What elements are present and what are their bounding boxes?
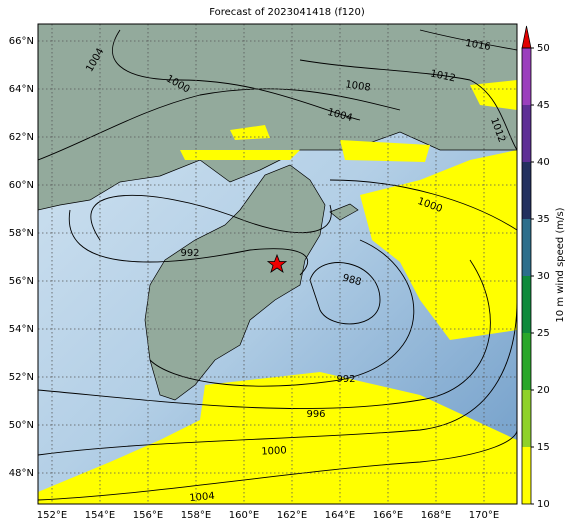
y-tick-label: 52°N	[9, 372, 34, 383]
isobar	[112, 29, 361, 121]
colorbar-segment	[522, 219, 531, 276]
x-tick-label: 168°E	[421, 510, 451, 521]
y-tick-label: 62°N	[9, 132, 34, 143]
y-tick-label: 54°N	[9, 324, 34, 335]
isobar	[38, 299, 517, 456]
kamchatka	[144, 164, 326, 401]
contour-label: 1004	[189, 491, 215, 504]
isobar	[90, 194, 332, 241]
isobar	[38, 88, 401, 161]
x-tick-label: 166°E	[373, 510, 403, 521]
colorbar-tick-label: 25	[537, 328, 550, 339]
isobar	[38, 259, 491, 409]
isobar	[419, 29, 517, 51]
colorbar-tick-label: 50	[537, 43, 550, 54]
colorbar-segment	[522, 162, 531, 219]
colorbar-segment	[522, 333, 531, 390]
y-tick-label: 50°N	[9, 420, 34, 431]
isobar	[329, 179, 517, 231]
isobar	[68, 209, 309, 276]
colorbar-tick-label: 15	[537, 442, 550, 453]
contour-label: 1000	[261, 445, 287, 457]
y-tick-label: 64°N	[9, 84, 34, 95]
contour-label: 1008	[345, 79, 372, 93]
colorbar-segment	[522, 105, 531, 162]
y-tick-label: 58°N	[9, 228, 34, 239]
y-tick-label: 60°N	[9, 180, 34, 191]
colorbar-tick-label: 20	[537, 385, 550, 396]
isobar	[149, 239, 415, 387]
isobar	[309, 262, 381, 325]
colorbar-tick-label: 35	[537, 214, 550, 225]
location-marker	[266, 253, 288, 273]
contour-label: 992	[180, 248, 199, 259]
x-tick-label: 158°E	[181, 510, 211, 521]
colorbar: 10 15 20 25 30 35 40 45 50	[521, 25, 550, 510]
title: Forecast of 2023041418 (f120)	[209, 7, 365, 18]
y-tick-label: 48°N	[9, 468, 34, 479]
x-tick-label: 152°E	[37, 510, 67, 521]
colorbar-tick-label: 40	[537, 157, 550, 168]
contour-label: 996	[306, 409, 325, 420]
colorbar-tick-label: 10	[537, 499, 550, 510]
contour-label: 992	[336, 374, 355, 385]
map-frame	[37, 23, 518, 505]
x-tick-label: 160°E	[229, 510, 259, 521]
isobar	[299, 59, 517, 151]
colorbar-segment	[522, 48, 531, 105]
isobar	[38, 429, 517, 501]
colorbar-label: 10 m wind speed (m/s)	[555, 207, 566, 322]
y-tick-label: 56°N	[9, 276, 34, 287]
colorbar-segment	[522, 447, 531, 504]
x-tick-label: 164°E	[325, 510, 355, 521]
y-tick-label: 66°N	[9, 36, 34, 47]
x-tick-label: 154°E	[85, 510, 115, 521]
x-tick-label: 156°E	[133, 510, 163, 521]
grid	[38, 24, 517, 504]
contour-label: 988	[341, 273, 362, 289]
island	[329, 203, 359, 221]
colorbar-segment	[522, 276, 531, 333]
wind-area	[180, 80, 517, 162]
colorbar-tick-label: 30	[537, 271, 550, 282]
contour-label: 1016	[464, 38, 491, 53]
colorbar-tick-label: 45	[537, 100, 550, 111]
x-tick-label: 170°E	[469, 510, 499, 521]
colorbar-extend	[521, 25, 532, 49]
x-tick-label: 162°E	[277, 510, 307, 521]
wind-area	[360, 150, 517, 340]
colorbar-segment	[522, 390, 531, 447]
